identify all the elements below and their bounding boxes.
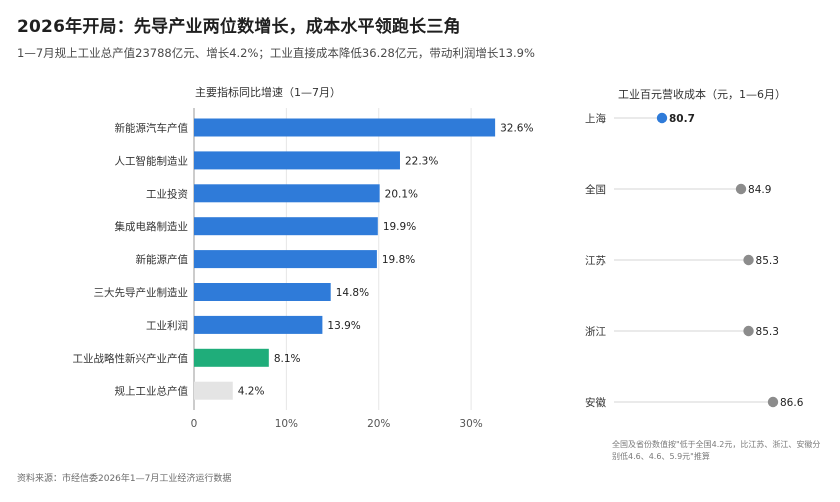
category-label: 工业投资 — [146, 187, 188, 200]
x-tick-label: 10% — [275, 418, 298, 430]
region-label: 上海 — [585, 112, 606, 125]
dot-chart-title: 工业百元营收成本（元，1—6月） — [618, 88, 786, 101]
dot-marker — [656, 112, 668, 124]
dot-marker — [743, 254, 754, 266]
dot-value-label: 85.3 — [756, 326, 779, 338]
dot-value-label: 86.6 — [780, 397, 804, 409]
category-label: 三大先导产业制造业 — [94, 286, 189, 299]
category-label: 集成电路制造业 — [115, 220, 189, 233]
bar-value-label: 8.1% — [274, 353, 301, 365]
dot-marker — [743, 325, 754, 337]
page-title: 2026年开局：先导产业两位数增长，成本水平领跑长三角 — [17, 17, 461, 37]
bar-value-label: 13.9% — [327, 320, 360, 332]
x-tick-label: 30% — [459, 418, 482, 430]
chart-note: 全国及省份数值按"低于全国4.2元，比江苏、浙江、安徽分别低4.6、4.6、5.… — [612, 440, 821, 461]
bar — [194, 217, 378, 236]
bar-value-label: 22.3% — [405, 155, 438, 167]
region-label: 安徽 — [585, 396, 606, 409]
category-label: 工业利润 — [146, 319, 188, 332]
category-label: 新能源汽车产值 — [115, 122, 189, 135]
category-label: 规上工业总产值 — [115, 385, 189, 398]
cost-dot-chart: 上海 80.7 全国 84.9 江苏 85.3 浙江 85.3 安徽 86.6 — [585, 112, 804, 409]
bar-value-label: 19.9% — [383, 221, 416, 233]
dot-marker — [767, 396, 779, 408]
bar-value-label: 19.8% — [382, 254, 415, 266]
bar-value-label: 4.2% — [238, 386, 265, 398]
category-label: 工业战略性新兴产业产值 — [73, 352, 189, 365]
growth-bar-chart: 0 10% 20% 30% 新能源汽车产值 32.6% 人工智能制造业 22.3% 工业投资 20… — [73, 108, 534, 430]
region-label: 江苏 — [585, 254, 606, 267]
region-label: 全国 — [585, 183, 606, 196]
source-note: 资料来源：市经信委2026年1—7月工业经济运行数据 — [17, 474, 232, 484]
page-subtitle: 1—7月规上工业总产值23788亿元、增长4.2%；工业直接成本降低36.28亿… — [17, 46, 535, 60]
bar — [194, 283, 331, 301]
bar-value-label: 20.1% — [385, 188, 418, 200]
dot-value-label: 84.9 — [748, 184, 771, 196]
bar — [194, 381, 233, 400]
bar — [194, 151, 400, 170]
dot-marker — [735, 183, 747, 195]
bar — [194, 118, 496, 137]
bar — [194, 250, 377, 269]
category-label: 人工智能制造业 — [115, 154, 189, 167]
bar-value-label: 32.6% — [500, 123, 533, 135]
dot-value-label: 85.3 — [756, 255, 779, 267]
x-tick-label: 0 — [191, 418, 198, 430]
bar-value-label: 14.8% — [336, 287, 369, 299]
dot-value-label: 80.7 — [669, 113, 695, 125]
bar — [194, 348, 269, 367]
category-label: 新能源产值 — [136, 253, 189, 266]
x-tick-label: 20% — [367, 418, 390, 430]
bar — [194, 315, 323, 334]
bar-chart-title: 主要指标同比增速（1—7月） — [195, 86, 341, 99]
bar — [194, 184, 380, 203]
region-label: 浙江 — [585, 326, 606, 338]
